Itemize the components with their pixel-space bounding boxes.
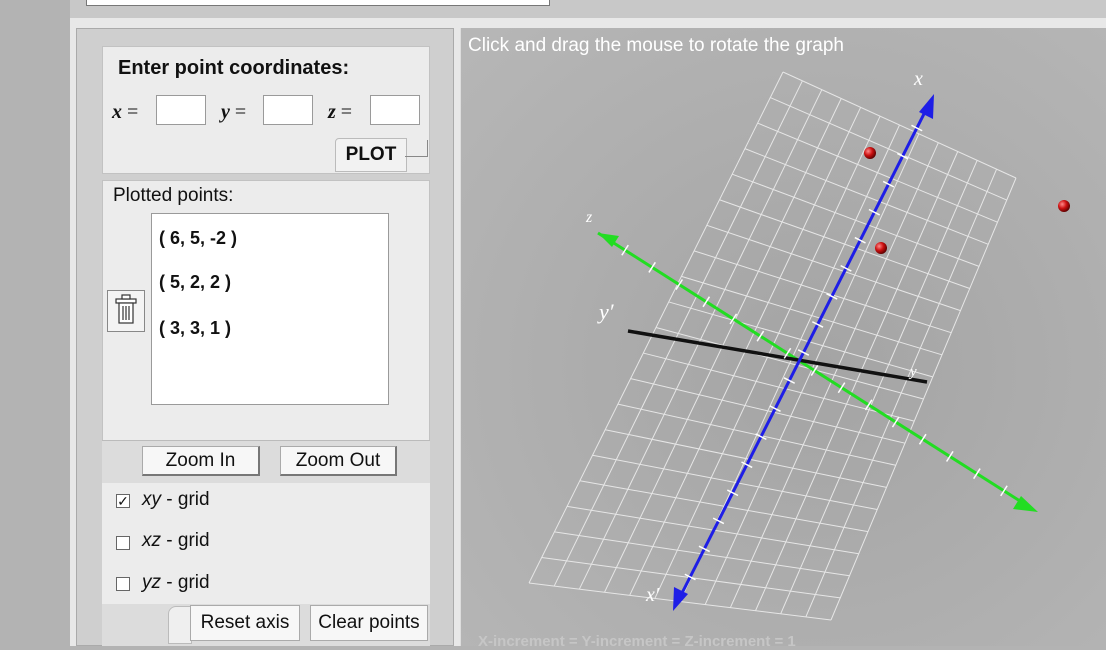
grid-line: [604, 98, 842, 593]
axis-tick: [810, 365, 819, 376]
axis-tick: [712, 517, 725, 525]
z-axis-arrowhead: [1013, 496, 1038, 512]
increment-caption: X-increment = Y-increment = Z-increment …: [478, 633, 796, 650]
x-negative-axis-label: x′: [645, 584, 660, 606]
bottom-tab-decoration: [168, 606, 192, 644]
zoom-out-button[interactable]: Zoom Out: [280, 446, 397, 476]
axis-tick: [911, 124, 923, 132]
axis-tick: [756, 330, 765, 342]
axis-tick: [702, 296, 711, 308]
delete-point-button[interactable]: [107, 290, 145, 332]
grid-line: [528, 71, 784, 584]
xz-grid-label: xz - grid: [142, 530, 210, 551]
axis-tick: [726, 489, 739, 497]
top-text-field[interactable]: [86, 0, 550, 6]
xz-grid-row: [102, 524, 430, 565]
x-axis-label: x: [913, 68, 923, 90]
graph-3d-view: x x′ y′ y z: [461, 28, 1106, 646]
axis-tick: [918, 433, 927, 445]
axis-tick: [896, 152, 909, 160]
trash-icon: [115, 294, 137, 324]
axis-tick: [698, 545, 711, 553]
graph-instruction: Click and drag the mouse to rotate the g…: [468, 35, 845, 56]
axis-tick: [945, 450, 954, 462]
axis-tick: [854, 236, 866, 244]
list-item[interactable]: ( 5, 2, 2 ): [159, 272, 232, 292]
axis-tick: [684, 573, 696, 581]
axis-tick: [837, 382, 846, 394]
coordinate-entry-title: Enter point coordinates:: [118, 57, 350, 79]
plotted-points-list[interactable]: ( 6, 5, -2 ) ( 5, 2, 2 ) ( 3, 3, 1 ): [151, 213, 389, 405]
grid-line: [755, 151, 959, 611]
axis-tick: [769, 405, 781, 412]
y-negative-axis-label: y′: [597, 299, 615, 324]
yz-grid-checkbox[interactable]: [116, 577, 130, 591]
grid-line: [805, 168, 998, 618]
axis-tick: [675, 279, 684, 291]
axis-tick: [755, 433, 767, 441]
grid-line: [780, 160, 978, 615]
axis-tick: [811, 321, 824, 328]
x-label: x =: [112, 101, 139, 123]
y-coordinate-input[interactable]: [263, 95, 313, 125]
yz-grid-row: [102, 565, 430, 606]
page-margin: [0, 0, 70, 646]
grid-line: [654, 115, 881, 599]
axis-tick: [741, 461, 753, 469]
axis-tick: [648, 261, 656, 273]
axis-tick: [868, 208, 881, 216]
clear-points-button[interactable]: Clear points: [310, 605, 428, 641]
z-axis-label: z: [585, 209, 593, 226]
graph-canvas[interactable]: x x′ y′ y z: [460, 28, 1106, 646]
reset-axis-button[interactable]: Reset axis: [190, 605, 300, 641]
axis-tick: [973, 468, 981, 480]
xy-grid: [528, 71, 1017, 621]
plotted-points-title: Plotted points:: [113, 185, 234, 206]
axis-tick: [826, 293, 838, 300]
axis-tick: [840, 264, 852, 272]
z-label: z =: [328, 101, 353, 123]
plotted-point-marker: [1058, 200, 1070, 212]
axis-ticks: [621, 124, 1008, 581]
list-item[interactable]: ( 3, 3, 1 ): [159, 318, 232, 338]
x-coordinate-input[interactable]: [156, 95, 206, 125]
y-label: y =: [221, 101, 247, 123]
y-axis: [627, 329, 928, 384]
axis-tick: [729, 313, 738, 325]
axis-tick: [783, 377, 796, 384]
grid-line: [553, 80, 803, 587]
axis-tick: [1000, 485, 1008, 497]
plotted-point-marker: [875, 242, 887, 254]
plot-button[interactable]: PLOT: [335, 138, 407, 172]
zoom-in-button[interactable]: Zoom In: [142, 446, 260, 476]
plot-button-edge: [405, 140, 428, 157]
y-axis-label: y: [908, 364, 917, 380]
axis-tick: [864, 399, 873, 411]
xy-grid-checkbox[interactable]: ✓: [116, 493, 130, 509]
xz-grid-checkbox[interactable]: [116, 536, 130, 550]
yz-grid-label: yz - grid: [142, 572, 210, 593]
axis-tick: [783, 347, 792, 359]
axis-tick: [891, 416, 900, 428]
z-axis-arrowhead: [598, 233, 619, 247]
x-axis-arrowhead: [673, 587, 688, 611]
x-axis-arrowhead: [919, 94, 934, 119]
plotted-point-marker: [864, 147, 876, 159]
graph-background: [461, 28, 1106, 646]
grid-line: [578, 89, 823, 590]
axis-tick: [621, 244, 629, 256]
xy-grid-row: [102, 483, 430, 524]
grid-line: [830, 177, 1017, 621]
xy-grid-label: xy - grid: [142, 489, 210, 510]
z-coordinate-input[interactable]: [370, 95, 420, 125]
axis-tick: [797, 349, 810, 356]
axis-tick: [882, 180, 895, 188]
grid-line: [729, 142, 939, 608]
list-item[interactable]: ( 6, 5, -2 ): [159, 228, 238, 248]
